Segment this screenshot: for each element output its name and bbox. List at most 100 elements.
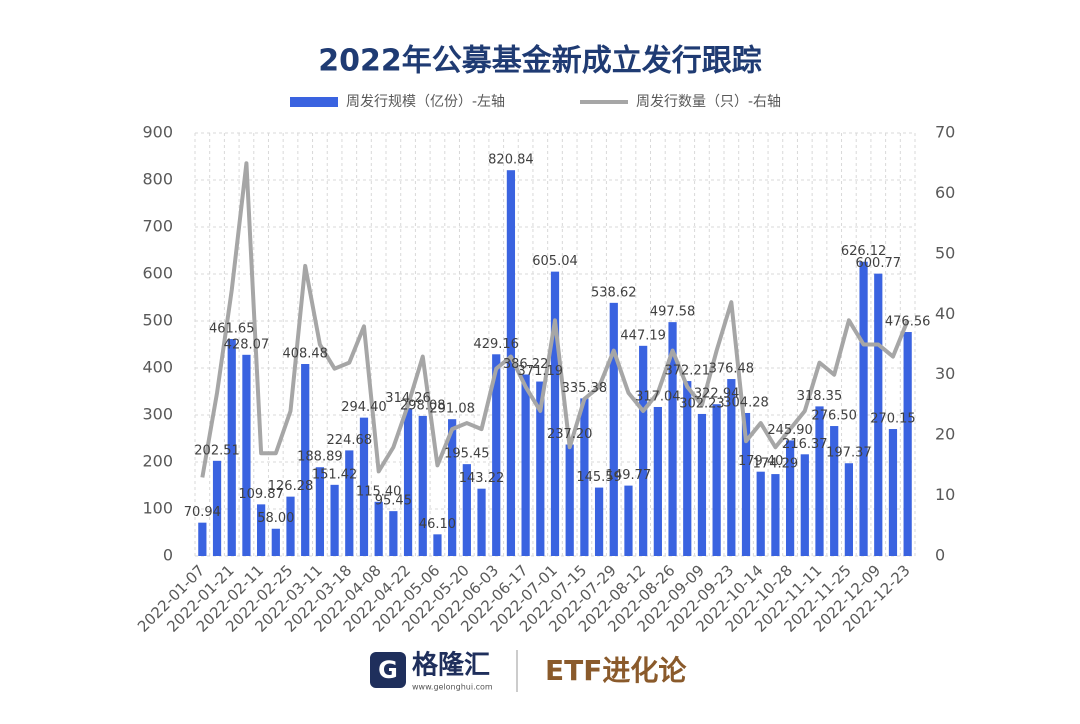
bar [639, 345, 648, 556]
bar [624, 485, 633, 556]
data-label: 115.40 [356, 484, 402, 499]
y2-tick-label: 0 [935, 546, 945, 565]
data-label: 46.10 [419, 517, 456, 532]
bar [594, 487, 604, 556]
bar [668, 322, 677, 556]
legend-label: 周发行规模（亿份）-左轴 [346, 94, 505, 110]
bar [683, 381, 692, 556]
legend-swatch [290, 97, 338, 107]
bar [712, 404, 721, 556]
bar [286, 496, 295, 556]
y2-tick-label: 70 [935, 123, 955, 142]
data-label: 126.28 [268, 479, 314, 494]
data-label: 174.29 [753, 457, 799, 472]
y-tick-label: 400 [142, 358, 173, 377]
brand: ETF进化论 [545, 654, 687, 687]
line [200, 161, 910, 478]
data-label: 224.68 [327, 433, 373, 448]
bar [345, 450, 354, 556]
y2-tick-label: 40 [935, 304, 955, 323]
y-tick-label: 0 [163, 546, 173, 565]
data-label: 237.20 [547, 427, 593, 442]
data-label: 820.84 [488, 153, 534, 168]
bar [301, 364, 310, 556]
y2-tick-label: 20 [935, 425, 955, 444]
bar [359, 417, 369, 556]
bar [771, 474, 780, 556]
bar [477, 488, 486, 556]
bar [212, 460, 222, 556]
data-label: 270.15 [870, 412, 916, 427]
bar [374, 501, 383, 556]
bar [227, 339, 236, 556]
data-label: 188.89 [297, 450, 343, 465]
y-tick-label: 100 [142, 499, 173, 518]
data-label: 428.07 [224, 337, 270, 352]
y-tick-label: 500 [142, 311, 173, 330]
data-label: 143.22 [459, 471, 505, 486]
logo-text: 格隆汇 [412, 650, 490, 681]
bar [271, 528, 280, 556]
data-label: 197.37 [826, 446, 872, 461]
data-label: 461.65 [209, 322, 255, 337]
data-label: 372.21 [664, 364, 710, 379]
data-label: 145.59 [576, 470, 622, 485]
data-label: 151.42 [312, 467, 358, 482]
y-tick-label: 600 [142, 264, 173, 283]
data-label: 386.22 [503, 357, 549, 372]
bar [315, 467, 325, 556]
logo-mark: G [378, 656, 398, 684]
bar [741, 412, 751, 556]
bar [800, 454, 809, 556]
bar [389, 511, 398, 556]
legend-label: 周发行数量（只）-右轴 [636, 94, 781, 110]
data-label: 317.04 [635, 389, 681, 404]
data-label: 195.45 [444, 447, 490, 462]
data-label: 538.62 [591, 285, 637, 300]
y2-tick-label: 50 [935, 243, 955, 262]
bar [536, 381, 545, 556]
data-label: 476.56 [885, 315, 931, 330]
bar [697, 413, 707, 556]
data-label: 179.40 [738, 454, 784, 469]
data-label: 429.16 [473, 337, 519, 352]
bar [874, 273, 883, 556]
bar [653, 406, 662, 556]
bar [242, 354, 251, 556]
chart-title: 2022年公募基金新成立发行跟踪 [318, 44, 762, 79]
data-label: 626.12 [841, 244, 887, 259]
y-tick-label: 900 [142, 123, 173, 142]
bar [830, 426, 839, 556]
bar [580, 398, 589, 556]
bar [403, 408, 413, 556]
data-label: 371.19 [518, 364, 564, 379]
logo-url: www.gelonghui.com [412, 683, 493, 692]
data-label: 314.26 [385, 391, 431, 406]
bar [844, 463, 853, 556]
data-label: 58.00 [257, 511, 294, 526]
bar [418, 415, 427, 556]
data-label: 202.51 [194, 443, 240, 458]
data-label: 245.90 [767, 423, 813, 438]
bar [756, 471, 765, 556]
data-label: 298.08 [400, 398, 446, 413]
data-label: 318.35 [797, 389, 843, 404]
y-tick-label: 200 [142, 452, 173, 471]
bar [903, 332, 912, 556]
bar [565, 444, 574, 556]
data-label: 216.37 [782, 437, 828, 452]
data-label: 376.48 [709, 362, 755, 377]
bar [550, 271, 560, 556]
bar [727, 379, 736, 556]
data-label: 497.58 [650, 305, 696, 320]
data-label: 447.19 [620, 328, 666, 343]
data-label: 322.94 [694, 387, 740, 402]
bar [433, 534, 442, 556]
data-label: 149.77 [606, 468, 652, 483]
data-label: 600.77 [856, 256, 902, 271]
data-label: 304.28 [723, 395, 769, 410]
data-label: 302.23 [679, 396, 725, 411]
data-label: 294.40 [341, 400, 387, 415]
bar [609, 302, 618, 556]
